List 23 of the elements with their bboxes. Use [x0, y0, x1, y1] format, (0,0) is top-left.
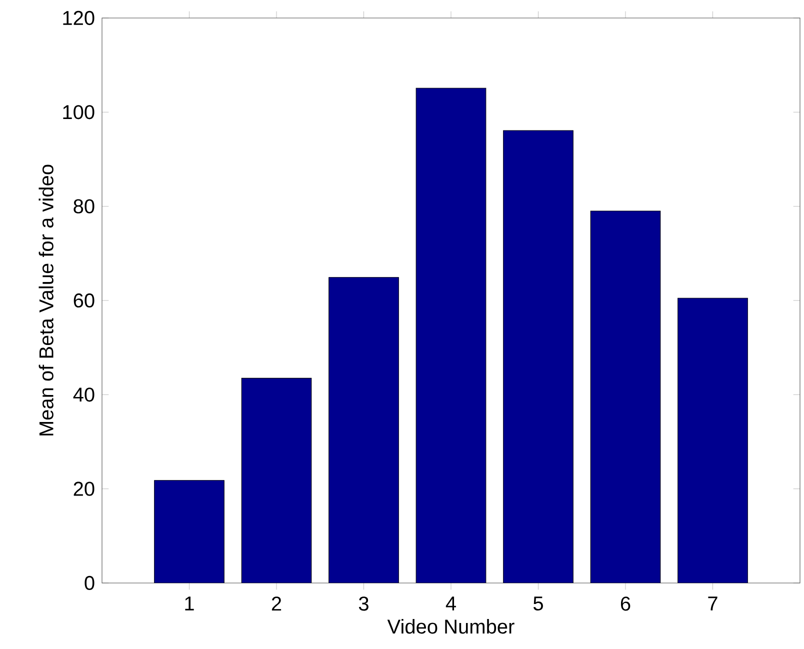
x-axis-title: Video Number [387, 619, 514, 634]
y-tick-label: 20 [74, 482, 94, 496]
x-tick-label: 3 [358, 596, 368, 611]
bar [416, 88, 486, 583]
x-tick-label: 4 [446, 596, 456, 610]
y-tick-label: 100 [63, 105, 94, 120]
bar [154, 480, 224, 583]
x-tick-label: 2 [272, 596, 282, 611]
x-tick-label: 6 [620, 596, 630, 611]
bar [503, 130, 574, 583]
bar [241, 378, 312, 583]
y-tick-label: 80 [74, 199, 94, 214]
y-tick-label: 120 [63, 10, 94, 26]
x-tick-label: 1 [185, 596, 194, 610]
bar [678, 298, 748, 583]
x-tick-label: 7 [708, 596, 718, 610]
bar [590, 210, 661, 583]
y-tick-label: 60 [74, 293, 94, 308]
y-tick-label: 40 [73, 388, 94, 402]
x-tick-label: 5 [533, 596, 543, 611]
y-axis-title: Mean of Beta Value for a video [38, 164, 54, 436]
y-tick-label: 0 [84, 576, 94, 590]
bar [328, 277, 399, 583]
